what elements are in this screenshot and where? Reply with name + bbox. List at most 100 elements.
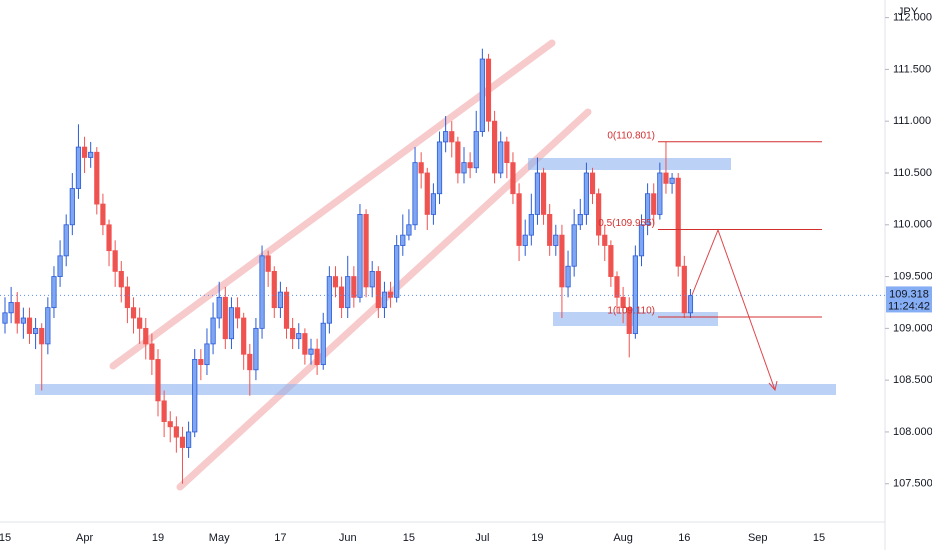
- candle-body: [185, 431, 192, 448]
- candle-body: [565, 265, 571, 288]
- candle-body: [259, 255, 265, 329]
- candle-body: [57, 255, 63, 277]
- candle-body: [663, 172, 669, 184]
- candle-body: [112, 250, 118, 272]
- candle-body: [516, 193, 522, 246]
- y-tick-label: 109.500: [893, 270, 932, 282]
- candle-body: [173, 426, 179, 438]
- candle-body: [687, 295, 694, 314]
- candle-body: [8, 302, 14, 314]
- candle-body: [222, 296, 228, 340]
- candle-body: [290, 327, 296, 340]
- candle-body: [455, 141, 461, 174]
- x-tick-label: 16: [678, 532, 690, 544]
- candle-body: [614, 276, 620, 298]
- projection-arrow: [691, 228, 776, 391]
- candle-body: [479, 58, 485, 132]
- plot: [2, 48, 694, 484]
- y-tick-label: 110.500: [893, 167, 932, 179]
- candle-body: [522, 234, 528, 246]
- candle-body: [308, 348, 314, 355]
- candle-body: [363, 214, 369, 288]
- candle-body: [498, 141, 504, 174]
- resistance-zone: [528, 158, 731, 170]
- y-tick-label: 107.500: [893, 478, 932, 490]
- x-tick-label: May: [209, 532, 230, 544]
- candle-body: [302, 333, 308, 355]
- candle-body: [94, 151, 100, 205]
- y-tick-label: 108.000: [893, 426, 932, 438]
- candle-body: [234, 307, 241, 319]
- candle-body: [553, 234, 559, 246]
- candle-body: [100, 203, 106, 226]
- x-tick-label: 15: [813, 532, 825, 544]
- candle-body: [192, 359, 198, 433]
- candle-body: [314, 348, 320, 366]
- y-tick-label: 111.500: [893, 63, 931, 75]
- candle-body: [583, 172, 590, 215]
- candle-body: [473, 131, 479, 169]
- candle-body: [540, 172, 547, 215]
- support-zone: [35, 384, 836, 395]
- candle-body: [657, 172, 663, 215]
- candle-body: [638, 224, 645, 257]
- candle-body: [424, 172, 430, 215]
- candle-body: [33, 327, 39, 334]
- candle-body: [669, 177, 675, 184]
- candle-body: [326, 276, 332, 324]
- candle-body: [20, 317, 26, 324]
- y-tick-label: 109.000: [893, 322, 932, 334]
- candle-body: [602, 234, 608, 246]
- candle-body: [577, 214, 583, 226]
- candle-body: [510, 162, 516, 195]
- x-tick-label: Apr: [76, 532, 93, 544]
- candle-body: [216, 296, 222, 319]
- candle-body: [394, 245, 400, 298]
- x-tick-label: Jul: [475, 532, 489, 544]
- candle-body: [400, 234, 406, 246]
- x-tick-label: 19: [531, 532, 543, 544]
- candle-body: [277, 291, 284, 309]
- candle-body: [681, 265, 687, 314]
- candle-body: [436, 141, 443, 195]
- fib-label: 0(110.801): [607, 130, 655, 141]
- x-tick-label: Sep: [748, 532, 768, 544]
- y-tick-label: 110.000: [893, 219, 932, 231]
- candle-body: [351, 276, 357, 298]
- candle-body: [632, 255, 638, 334]
- candle-body: [430, 193, 437, 215]
- y-tick-label: 112.000: [893, 12, 932, 24]
- x-tick-label: Aug: [613, 532, 633, 544]
- y-tick-label: 111.000: [893, 115, 931, 127]
- candle-body: [198, 359, 204, 366]
- candle-body: [39, 327, 45, 345]
- candle-body: [45, 307, 51, 345]
- last-price-label: 109.318: [889, 288, 929, 300]
- candle-body: [412, 162, 418, 226]
- candle-body: [161, 400, 167, 422]
- candle-body: [143, 327, 149, 345]
- candle-body: [253, 327, 259, 371]
- candle-body: [443, 131, 449, 143]
- candle-body: [155, 359, 161, 402]
- candle-body: [26, 317, 33, 334]
- candle-body: [608, 245, 614, 277]
- candle-body: [69, 188, 75, 226]
- candle-body: [106, 224, 112, 252]
- candle-body: [130, 307, 137, 319]
- candle-body: [241, 317, 247, 355]
- channel-line: [109, 39, 556, 370]
- candle-body: [375, 270, 381, 309]
- candle-body: [626, 307, 632, 334]
- candle-body: [485, 58, 492, 122]
- candle-body: [51, 276, 57, 309]
- candle-body: [449, 131, 455, 143]
- candle-body: [283, 291, 290, 329]
- candle-body: [228, 307, 235, 340]
- candle-body: [63, 224, 69, 257]
- candle-body: [2, 312, 8, 324]
- candle-body: [124, 286, 130, 309]
- candle-body: [118, 270, 124, 288]
